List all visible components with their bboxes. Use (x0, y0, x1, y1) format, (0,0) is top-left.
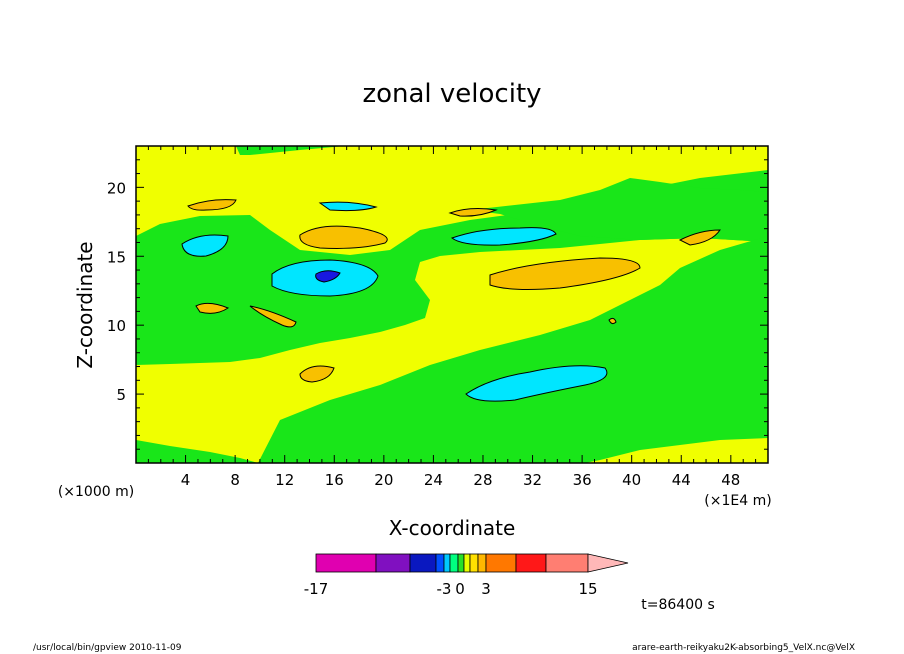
footer-right: arare-earth-reikyaku2K-absorbing5_VelX.n… (632, 643, 855, 653)
colorbar-segment (477, 553, 487, 573)
colorbar-label: 3 (481, 580, 491, 598)
x-tick-label: 20 (374, 471, 393, 489)
x-tick-label: 44 (672, 471, 691, 489)
x-tick-label: 16 (325, 471, 344, 489)
y-tick-label: 5 (116, 386, 126, 404)
contour-blue-1 (315, 270, 341, 283)
contour-cyan-5 (465, 365, 608, 402)
colorbar-segment (469, 553, 479, 573)
colorbar-segment (463, 553, 471, 573)
x-scale-label: (×1E4 m) (704, 493, 771, 509)
colorbar-segment (315, 553, 377, 573)
x-axis-label: X-coordinate (389, 516, 516, 540)
contour-green-lower (258, 236, 768, 463)
chart-title: zonal velocity (362, 79, 541, 109)
x-tick-label: 4 (181, 471, 191, 489)
contour-green-bottom-left (136, 440, 258, 463)
contour-orange-3 (448, 208, 498, 217)
contour-orange-2 (299, 225, 388, 249)
y-tick-label: 20 (107, 179, 126, 197)
colorbar-label: -17 (304, 580, 329, 598)
x-tick-label: 24 (424, 471, 443, 489)
x-tick-label: 36 (573, 471, 592, 489)
x-tick-label: 48 (721, 471, 740, 489)
contour-yellow-upper (136, 146, 768, 255)
x-tick-label: 40 (622, 471, 641, 489)
x-tick-label: 8 (230, 471, 240, 489)
contour-orange-6 (195, 302, 230, 314)
y-scale-label: (×1000 m) (58, 484, 134, 500)
plot-frame (135, 145, 769, 464)
colorbar-label: 0 (455, 580, 465, 598)
x-tick-label: 32 (523, 471, 542, 489)
x-tick-label: 28 (473, 471, 492, 489)
contour-orange-1 (187, 199, 237, 211)
colorbar-segment (443, 553, 451, 573)
colorbar-segment (435, 553, 445, 573)
contour-field (135, 145, 769, 464)
contour-cyan-1 (181, 234, 229, 257)
colorbar-segment (545, 553, 589, 573)
colorbar-segment (449, 553, 459, 573)
y-tick-label: 15 (107, 248, 126, 266)
y-axis-label: Z-coordinate (73, 241, 97, 368)
footer-left: /usr/local/bin/gpview 2010-11-09 (33, 643, 182, 653)
contour-cyan-4 (450, 227, 557, 246)
contour-orange-5 (678, 229, 721, 246)
contour-cyan-2 (318, 201, 378, 212)
y-tick-label: 10 (107, 317, 126, 335)
contour-green-top-left (236, 146, 250, 155)
contour-orange-8 (249, 305, 297, 328)
colorbar-segment (457, 553, 465, 573)
time-label: t=86400 s (641, 597, 715, 613)
x-tick-label: 12 (275, 471, 294, 489)
colorbar-label: -3 (437, 580, 452, 598)
colorbar-segment (409, 553, 437, 573)
contour-orange-dot (608, 317, 617, 325)
colorbar-label: 15 (578, 580, 597, 598)
colorbar: -17 -3 0 3 15 (304, 553, 629, 598)
contour-orange-7 (299, 365, 335, 383)
colorbar-segment (375, 553, 411, 573)
contour-green-top-right (470, 178, 768, 242)
contour-orange-4 (489, 257, 641, 290)
colorbar-segment (515, 553, 547, 573)
colorbar-segment (485, 553, 517, 573)
colorbar-arrow (587, 553, 629, 573)
